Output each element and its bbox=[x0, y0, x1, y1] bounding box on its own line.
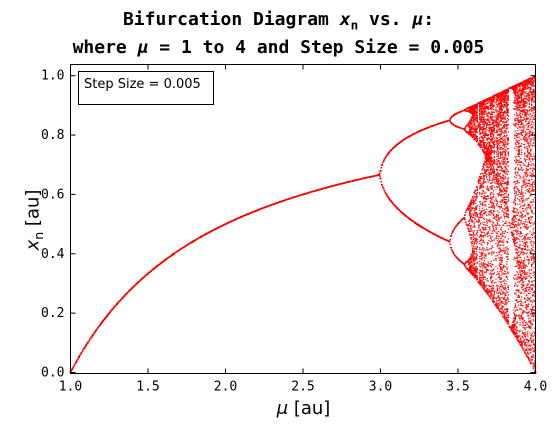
data-point bbox=[76, 359, 79, 361]
data-point bbox=[106, 315, 108, 317]
data-point bbox=[79, 355, 81, 357]
data-point bbox=[113, 306, 115, 309]
data-point bbox=[110, 310, 112, 312]
data-point bbox=[109, 311, 111, 313]
chart-title-line-2: where μ = 1 to 4 and Step Size = 0.005 bbox=[0, 37, 557, 58]
data-point bbox=[84, 346, 86, 348]
data-point bbox=[107, 313, 110, 315]
data-point bbox=[100, 323, 102, 325]
data-point bbox=[80, 352, 82, 354]
data-point bbox=[104, 317, 106, 319]
data-point bbox=[79, 353, 82, 355]
data-point bbox=[117, 302, 119, 304]
data-point bbox=[114, 305, 117, 307]
data-point bbox=[86, 343, 88, 345]
data-point bbox=[112, 307, 114, 310]
data-point bbox=[86, 342, 89, 344]
data-point bbox=[78, 356, 80, 358]
data-point bbox=[110, 309, 113, 311]
data-point bbox=[76, 360, 78, 362]
data-point bbox=[101, 321, 103, 323]
data-point bbox=[73, 364, 75, 366]
data-point bbox=[87, 341, 89, 343]
data-point bbox=[73, 366, 75, 368]
data-point bbox=[97, 326, 99, 328]
data-point bbox=[82, 349, 84, 352]
data-point bbox=[99, 324, 101, 326]
data-point bbox=[93, 333, 95, 335]
data-point bbox=[95, 329, 97, 332]
data-point bbox=[77, 357, 79, 359]
data-point bbox=[83, 348, 85, 350]
data-point bbox=[90, 336, 93, 338]
data-point bbox=[97, 327, 99, 329]
data-point bbox=[102, 320, 104, 322]
data-point bbox=[70, 370, 72, 372]
chart-title-line-1: Bifurcation Diagram xn vs. μ: bbox=[0, 9, 557, 33]
data-point bbox=[100, 322, 103, 324]
data-point bbox=[91, 335, 93, 337]
data-point bbox=[92, 334, 94, 336]
data-points bbox=[69, 75, 537, 374]
data-point bbox=[83, 347, 86, 349]
data-point bbox=[94, 330, 96, 333]
data-point bbox=[111, 308, 113, 310]
data-point bbox=[105, 316, 107, 318]
data-point bbox=[104, 318, 106, 320]
data-point bbox=[98, 325, 100, 327]
data-point bbox=[108, 312, 110, 314]
data-point bbox=[103, 319, 105, 321]
data-point bbox=[81, 351, 83, 353]
data-point bbox=[72, 367, 74, 369]
data-point bbox=[90, 337, 92, 339]
data-point bbox=[74, 363, 76, 365]
data-point bbox=[71, 368, 73, 371]
data-point bbox=[96, 328, 98, 330]
data-point bbox=[107, 314, 109, 316]
data-point bbox=[115, 304, 117, 306]
data-point bbox=[85, 344, 87, 347]
data-point bbox=[93, 332, 96, 334]
data-point bbox=[116, 303, 118, 305]
data-point bbox=[75, 361, 77, 364]
data-point bbox=[114, 306, 116, 308]
data-point bbox=[88, 340, 90, 342]
data-point bbox=[89, 338, 91, 341]
